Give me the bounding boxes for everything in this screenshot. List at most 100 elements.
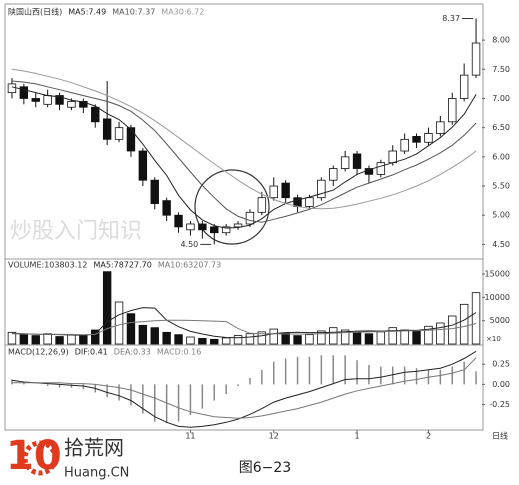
candle-body [388,150,397,164]
volume-panel [4,258,484,346]
candle-body [91,106,100,123]
logo-site: Huang.CN [64,466,129,481]
candle-body [55,95,64,105]
candle-body [138,150,148,181]
volume-bar [376,331,386,345]
candle-body [186,223,195,231]
logo-name: 拾荒网 [64,436,124,460]
y-tick-label: 5.00 [492,211,510,220]
annotation-label: 4.50 [180,240,198,249]
y-tick-label: 6.50 [492,123,510,132]
volume-bar [31,335,40,345]
y-tick-label: 7.00 [492,94,510,103]
volume-bar [55,336,64,345]
volume-bar [221,337,231,345]
x-tick-label: 2 [426,432,431,441]
candle-body [7,83,17,94]
volume-bar [459,303,469,345]
highlight-circle [194,169,270,245]
candle-body [317,179,326,199]
candle-body [79,100,88,108]
candle-body [471,42,481,76]
legend-entry: MA10:7.37 [112,8,155,17]
candle-body [198,223,207,231]
volume-bar [471,292,481,345]
volume-bar [162,331,171,345]
annotation-label: 8.37 [442,14,460,23]
volume-bar [126,313,136,345]
volume-bar [198,337,207,345]
volume-bar [114,301,124,345]
volume-bar [233,335,243,345]
volume-bar [79,335,88,345]
legend-entry: MA5:7.49 [68,8,106,17]
volume-bar [7,331,17,345]
candle-body [221,226,231,234]
macd-line [11,357,477,419]
candle-body [162,200,171,216]
volume-bar [424,325,433,345]
candle-body [67,100,76,108]
y-tick-label: 5000 [490,316,510,325]
logo-number: 10 [6,433,62,479]
candle-body [210,226,219,234]
candle-body [376,162,386,175]
legend-entry: MA5:78727.70 [93,261,151,270]
unit-label: ×10 [486,335,501,343]
candle-body [19,86,29,99]
candle-body [31,98,40,102]
candle-body [43,95,52,105]
macd-line [11,350,477,428]
candle-body [400,138,409,152]
legend-entry: DIF:0.41 [75,348,108,357]
legend-entry: MACD:0.16 [157,348,202,357]
ma-line [11,86,477,229]
candle-body [305,197,314,207]
ma-line [11,80,477,223]
macd-panel [4,344,484,431]
legend-entry: DEA:0.33 [114,348,151,357]
volume-bar [364,333,374,345]
volume-bar [388,327,397,345]
y-tick-label: 8.00 [492,36,510,45]
y-tick-label: 15000 [485,270,510,279]
candle-body [150,179,159,204]
volume-bar [67,334,76,345]
y-tick-label: 5.50 [492,182,510,191]
candle-body [281,182,290,199]
candle-body [269,185,278,199]
logo-gear [22,440,58,476]
panel-title: VOLUME:103803.12 [8,261,87,270]
candle-body [126,127,136,152]
volume-bar [43,333,52,345]
volume-bar [293,335,302,345]
volume-bar [329,327,338,345]
candle-body [102,118,112,140]
legend-entry: MA10:63207.73 [158,261,221,270]
candle-body [329,168,338,181]
volume-bar [269,328,278,345]
watermark: 炒股入门知识 [10,219,142,244]
candle-body [245,211,255,225]
volume-bar [412,330,421,345]
candle-body [352,153,362,169]
volume-bar [91,329,100,345]
candle-body [448,98,457,123]
candle-body [424,133,433,143]
volume-bar [102,271,112,345]
candle-body [436,121,445,134]
candle-body [114,127,124,140]
volume-bar [400,329,409,345]
y-tick-label: 0.00 [492,380,510,389]
volume-bar [436,322,445,345]
volume-bar [138,324,148,345]
volume-bar [245,333,255,345]
volume-bar [305,334,314,345]
candle-body [257,197,267,213]
period-label: 日线 [492,431,508,441]
volume-bar [352,331,362,345]
candle-body [174,214,183,228]
volume-bar [186,336,195,345]
volume-bar [448,315,457,345]
